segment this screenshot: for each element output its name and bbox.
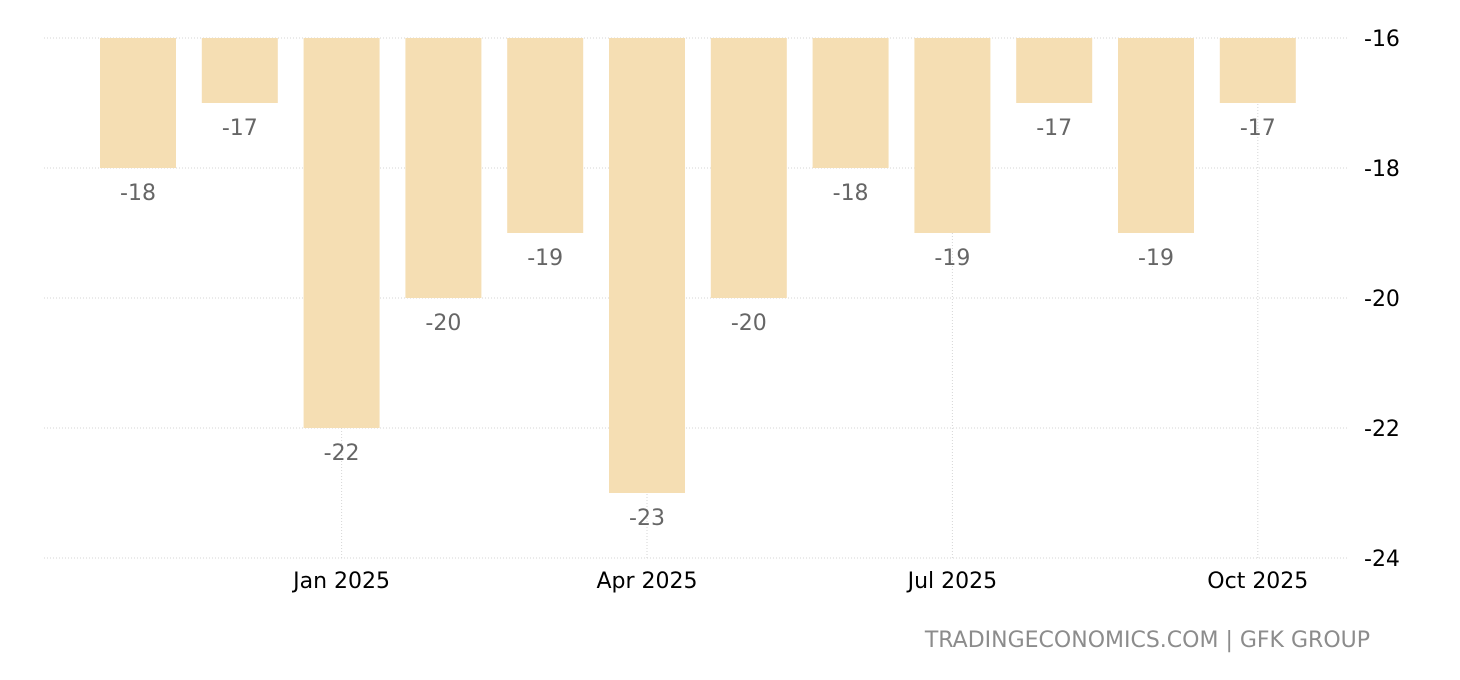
y-tick-label: -18 bbox=[1364, 157, 1400, 182]
bar bbox=[1016, 38, 1093, 103]
bar bbox=[303, 38, 380, 428]
bar bbox=[914, 38, 991, 233]
y-tick-label: -20 bbox=[1364, 287, 1400, 312]
source-credit: TRADINGECONOMICS.COM | GFK GROUP bbox=[924, 628, 1370, 653]
data-label: -18 bbox=[120, 181, 156, 206]
y-tick-label: -22 bbox=[1364, 417, 1400, 442]
x-tick-label: Oct 2025 bbox=[1207, 569, 1308, 594]
x-tick-label: Apr 2025 bbox=[596, 569, 697, 594]
y-tick-label: -24 bbox=[1364, 547, 1400, 572]
x-tick-label: Jan 2025 bbox=[291, 569, 390, 594]
bar-layer bbox=[100, 38, 1296, 493]
y-axis: -16 -18 -20 -22 -24 bbox=[1364, 27, 1400, 572]
data-label: -19 bbox=[934, 246, 970, 271]
data-label: -22 bbox=[324, 441, 360, 466]
bar bbox=[201, 38, 278, 103]
bar bbox=[710, 38, 787, 298]
data-label: -20 bbox=[731, 311, 767, 336]
bar bbox=[100, 38, 176, 168]
data-label: -17 bbox=[222, 116, 258, 141]
data-label: -20 bbox=[425, 311, 461, 336]
bar bbox=[609, 38, 685, 493]
data-label: -19 bbox=[527, 246, 563, 271]
data-label: -18 bbox=[833, 181, 869, 206]
data-label: -19 bbox=[1138, 246, 1174, 271]
bar bbox=[405, 38, 482, 298]
bar bbox=[1118, 38, 1194, 233]
x-axis: Jan 2025 Apr 2025 Jul 2025 Oct 2025 bbox=[291, 569, 1308, 594]
bar bbox=[507, 38, 584, 233]
bar bbox=[812, 38, 889, 168]
data-label: -17 bbox=[1240, 116, 1276, 141]
bar bbox=[1219, 38, 1296, 103]
y-tick-label: -16 bbox=[1364, 27, 1400, 52]
x-tick-label: Jul 2025 bbox=[906, 569, 998, 594]
data-label: -17 bbox=[1036, 116, 1072, 141]
data-label: -23 bbox=[629, 506, 665, 531]
data-label-layer: -18 -17 -22 -20 -19 -23 -20 -18 -19 -17 -19 -17 bbox=[120, 116, 1276, 531]
